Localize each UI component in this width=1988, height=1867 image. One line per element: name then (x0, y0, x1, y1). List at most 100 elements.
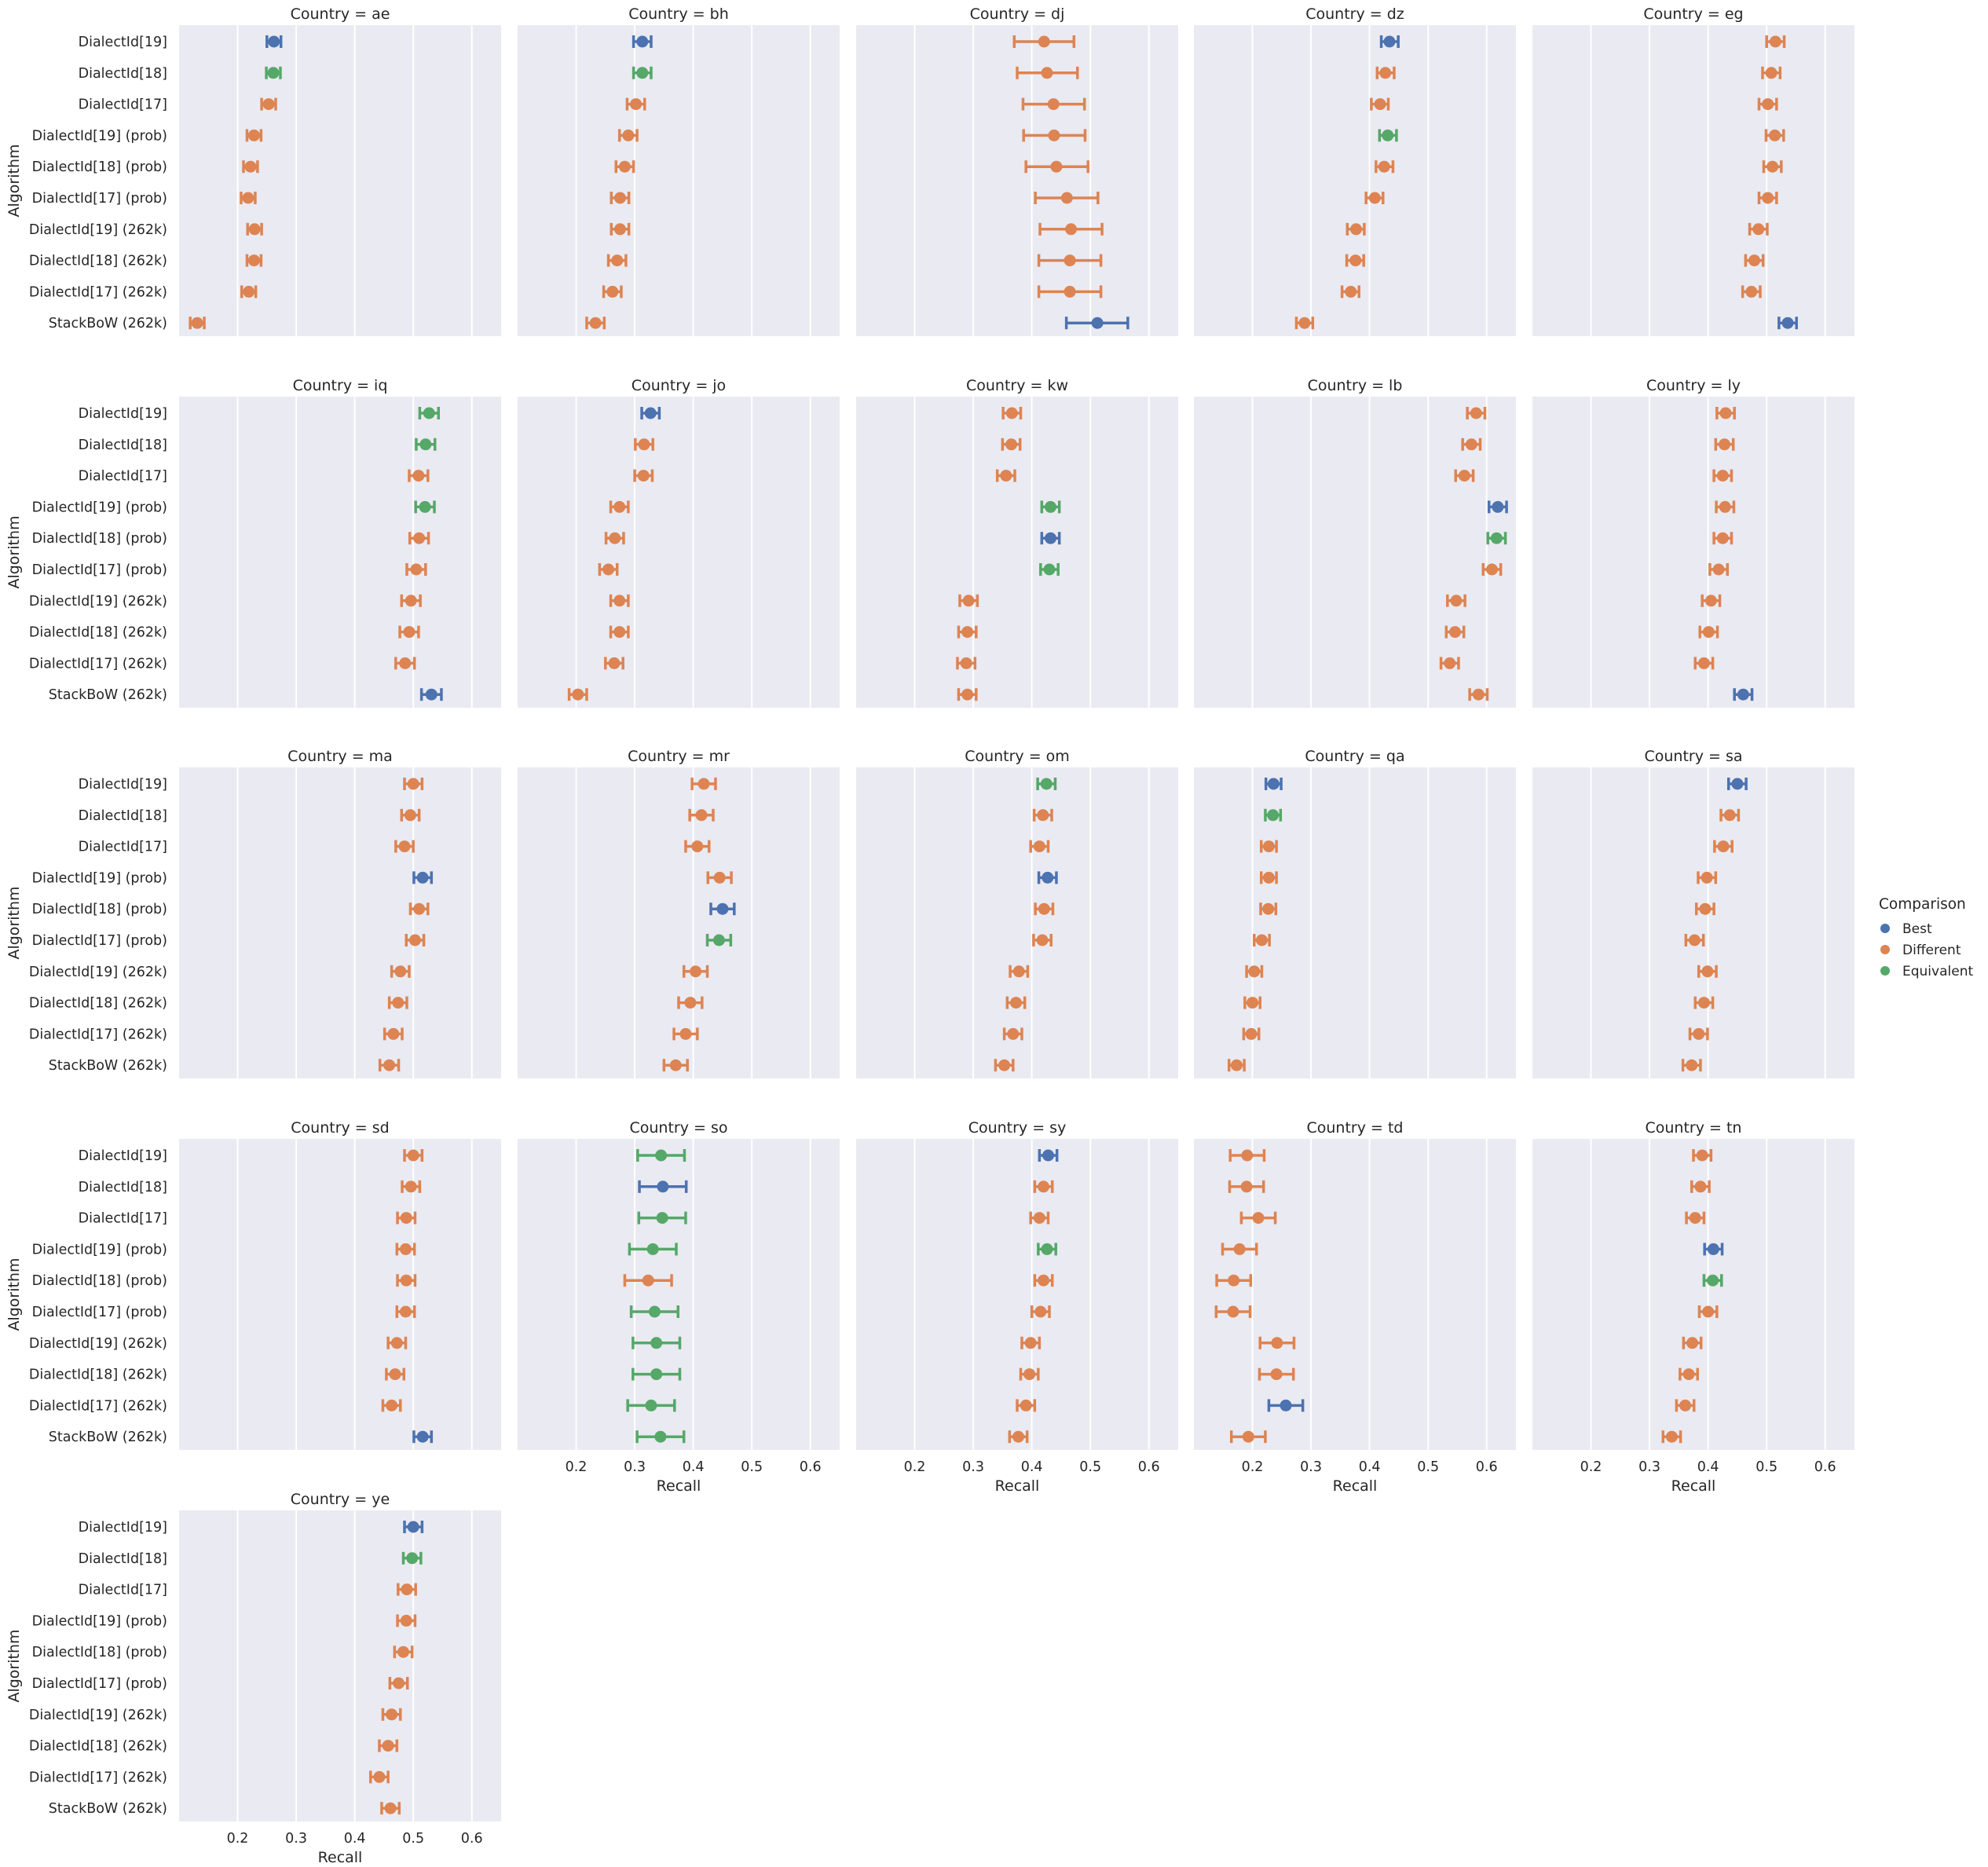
data-point (1679, 1399, 1692, 1411)
data-point-group (401, 1551, 423, 1565)
data-point (608, 657, 621, 669)
data-point (1712, 563, 1725, 576)
data-point-group (1757, 192, 1778, 204)
data-point-group (412, 1430, 434, 1444)
data-point (410, 563, 423, 576)
data-point-group (1032, 934, 1053, 946)
data-point-group (1761, 66, 1782, 79)
data-point-group (1744, 254, 1765, 267)
panel-title: Country = om (965, 748, 1070, 765)
x-tick-label: 0.2 (1580, 1459, 1602, 1475)
y-tick-label: DialectId[17] (prob) (32, 1305, 167, 1320)
data-point (419, 500, 431, 513)
data-point (613, 500, 626, 513)
facet-panel: Country = eg (1532, 5, 1854, 336)
data-point-group (632, 66, 653, 79)
x-axis-label: Recall (1333, 1477, 1378, 1495)
data-point (1038, 35, 1050, 48)
y-tick-label: DialectId[18] (79, 1180, 167, 1195)
data-point (1682, 1368, 1695, 1381)
data-point (1707, 1243, 1719, 1255)
data-point-group (1468, 688, 1489, 701)
panel-title: Country = sy (968, 1119, 1067, 1137)
x-tick-label: 0.4 (344, 1831, 366, 1847)
data-point-group (381, 1399, 402, 1412)
data-point-group (1675, 1399, 1696, 1412)
data-point (1349, 223, 1362, 236)
data-point-group (1487, 500, 1508, 514)
x-tick-label: 0.3 (1300, 1459, 1322, 1475)
data-point (268, 35, 280, 48)
data-point (650, 1368, 663, 1381)
data-point (392, 997, 405, 1009)
x-axis-label: Recall (1671, 1477, 1716, 1495)
y-tick-label: DialectId[17] (262k) (29, 1027, 167, 1042)
x-tick-label: 0.6 (1814, 1459, 1836, 1475)
data-point (1044, 532, 1056, 544)
y-tick-label: DialectId[18] (79, 808, 167, 824)
data-point (383, 1059, 396, 1071)
data-point-group (1461, 437, 1482, 451)
data-point (1702, 626, 1715, 639)
legend: Comparison Best Different Equivalent (1879, 896, 1973, 979)
data-point-group (242, 160, 259, 174)
data-point-group (958, 594, 979, 607)
data-point (1270, 1368, 1283, 1381)
data-point-group (1229, 1430, 1267, 1444)
data-point (1697, 657, 1710, 669)
data-point-group (394, 840, 415, 853)
data-point (1064, 285, 1076, 298)
data-point (399, 1243, 412, 1255)
panel-background (518, 397, 840, 708)
y-tick-label: StackBoW (262k) (49, 1430, 167, 1445)
y-tick-label: DialectId[18] (79, 1551, 167, 1567)
data-point-group (1765, 35, 1786, 48)
data-point (419, 438, 432, 451)
data-point-group (684, 840, 711, 853)
y-tick-label: DialectId[17] (79, 469, 167, 485)
panel-title: Country = dj (970, 5, 1065, 23)
facet-panel: Country = iq DialectId[19] DialectId[18] Di… (5, 377, 501, 708)
data-point (407, 778, 419, 790)
data-point-group (604, 532, 625, 545)
facet-panel: Country = om (856, 748, 1178, 1078)
data-point (1701, 965, 1714, 978)
data-point-group (1228, 1180, 1265, 1193)
data-point (425, 688, 438, 701)
panel-background (179, 25, 501, 336)
data-point-group (378, 1059, 401, 1072)
data-point (1701, 871, 1713, 884)
data-point (406, 1552, 419, 1565)
data-point (382, 1740, 394, 1752)
data-point (1040, 778, 1053, 790)
data-point (655, 1149, 668, 1162)
data-point-group (609, 594, 630, 607)
data-point-group (567, 688, 588, 701)
data-point (1033, 840, 1045, 853)
data-point (1043, 563, 1056, 576)
y-tick-label: DialectId[17] (prob) (32, 1676, 167, 1692)
data-point (654, 1430, 667, 1443)
data-point (1704, 595, 1717, 607)
data-point-group (672, 1027, 699, 1041)
data-point-group (1697, 1305, 1719, 1318)
data-point-group (1221, 1243, 1258, 1256)
data-point (242, 192, 254, 204)
data-point (1378, 160, 1390, 173)
data-point-group (380, 1802, 401, 1815)
y-tick-label: StackBoW (262k) (49, 687, 167, 703)
data-point-group (1039, 563, 1060, 576)
panel-title: Country = jo (632, 377, 726, 394)
data-point (637, 470, 650, 482)
data-point-group (1040, 532, 1061, 545)
data-point (1041, 67, 1053, 79)
data-point-group (1345, 222, 1366, 236)
data-point (1245, 1027, 1258, 1040)
data-point (1723, 809, 1736, 822)
y-tick-label: DialectId[19] (79, 777, 167, 793)
panel-background (518, 25, 840, 336)
data-point-group (634, 437, 654, 451)
data-point-group (609, 500, 630, 514)
panel-title: Country = kw (966, 377, 1068, 394)
